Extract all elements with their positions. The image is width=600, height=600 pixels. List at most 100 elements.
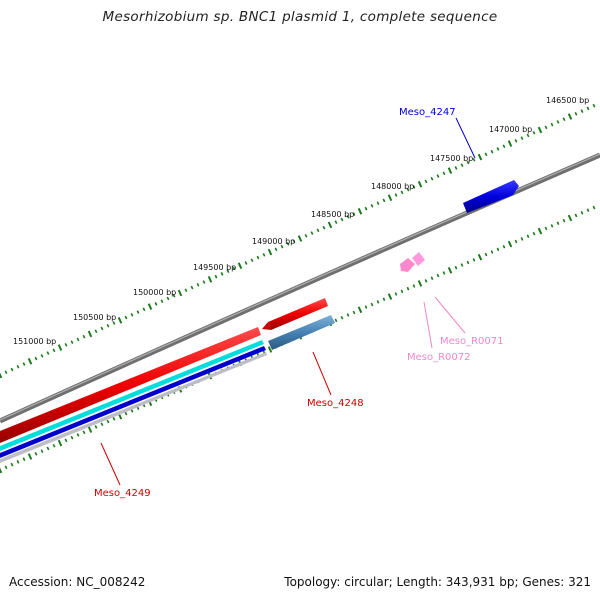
inner-tick-92 bbox=[550, 224, 554, 228]
outer-tick-56 bbox=[334, 220, 338, 224]
inner-tick-73 bbox=[436, 273, 440, 278]
outer-tick-20 bbox=[117, 316, 123, 324]
outer-tick-83 bbox=[496, 147, 500, 151]
inner-tick-57 bbox=[340, 315, 344, 320]
inner-tick-14 bbox=[82, 430, 86, 435]
inner-tick-64 bbox=[382, 297, 386, 302]
inner-tick-89 bbox=[532, 231, 536, 236]
leader-meso-4248 bbox=[312, 351, 332, 396]
outer-tick-77 bbox=[460, 163, 464, 168]
outer-tick-28 bbox=[166, 296, 170, 301]
feature-blue-lane[interactable] bbox=[0, 346, 266, 458]
tick-label-150500: 150500 bp bbox=[73, 313, 116, 322]
inner-tick-8 bbox=[46, 446, 50, 451]
outer-tick-23 bbox=[136, 310, 140, 314]
inner-tick-70 bbox=[417, 280, 423, 287]
outer-tick-11 bbox=[64, 343, 68, 347]
inner-tick-76 bbox=[454, 265, 458, 270]
feature-meso-4247[interactable] bbox=[463, 180, 519, 213]
outer-tick-53 bbox=[316, 228, 320, 233]
feature-steel-blue[interactable] bbox=[268, 315, 335, 350]
inner-tick-3 bbox=[16, 460, 20, 464]
inner-tick-1 bbox=[4, 465, 8, 470]
tick-label-150000: 150000 bp bbox=[133, 288, 176, 297]
outer-tick-31 bbox=[184, 288, 188, 293]
inner-tick-7 bbox=[40, 449, 44, 453]
inner-tick-45 bbox=[267, 346, 273, 353]
outer-tick-24 bbox=[142, 307, 146, 312]
outer-tick-71 bbox=[424, 179, 428, 184]
inner-tick-11 bbox=[64, 438, 68, 443]
gene-label-meso-r0072[interactable]: Meso_R0072 bbox=[407, 352, 471, 363]
outer-tick-42 bbox=[250, 258, 254, 263]
outer-tick-51 bbox=[304, 233, 308, 238]
leader-meso-r0071 bbox=[434, 296, 466, 334]
outer-tick-3 bbox=[16, 364, 20, 369]
outer-tick-17 bbox=[100, 326, 104, 331]
outer-tick-39 bbox=[232, 266, 236, 271]
gene-label-meso-4248[interactable]: Meso_4248 bbox=[307, 398, 364, 409]
outer-tick-73 bbox=[436, 174, 440, 178]
outer-tick-50 bbox=[297, 235, 303, 242]
inner-tick-94 bbox=[562, 218, 566, 223]
feature-cyan[interactable] bbox=[0, 340, 264, 451]
map-title: Mesorhizobium sp. BNC1 plasmid 1, comple… bbox=[102, 9, 498, 25]
inner-tick-56 bbox=[334, 318, 338, 323]
outer-tick-2 bbox=[10, 367, 14, 372]
outer-tick-22 bbox=[130, 313, 134, 317]
inner-tick-91 bbox=[544, 226, 548, 231]
inner-tick-4 bbox=[22, 457, 26, 462]
outer-tick-79 bbox=[472, 157, 476, 162]
outer-tick-57 bbox=[340, 217, 344, 222]
feature-meso-r0072[interactable] bbox=[400, 258, 415, 272]
feature-meso-4249-red[interactable] bbox=[0, 327, 261, 443]
outer-tick-89 bbox=[532, 130, 536, 135]
inner-tick-66 bbox=[394, 292, 398, 296]
outer-tick-1 bbox=[4, 370, 8, 375]
inner-tick-82 bbox=[490, 250, 494, 254]
outer-tick-64 bbox=[382, 198, 386, 203]
tick-label-151000: 151000 bp bbox=[13, 337, 56, 346]
outer-tick-8 bbox=[46, 351, 50, 355]
outer-tick-49 bbox=[292, 239, 296, 244]
inner-tick-74 bbox=[442, 271, 446, 275]
inner-tick-6 bbox=[34, 452, 38, 456]
ruler-labels: 146500 bp 147000 bp 147500 bp 148000 bp … bbox=[13, 96, 589, 346]
inner-tick-10 bbox=[57, 439, 63, 447]
outer-tick-95 bbox=[567, 113, 573, 120]
outer-tick-12 bbox=[70, 340, 74, 344]
outer-tick-55 bbox=[327, 221, 333, 229]
inner-tick-68 bbox=[406, 286, 410, 291]
tick-label-148000: 148000 bp bbox=[371, 182, 414, 191]
topology-text: Topology: circular; Length: 343,931 bp; … bbox=[284, 575, 591, 589]
inner-tick-15 bbox=[87, 426, 93, 433]
outer-tick-85 bbox=[507, 140, 513, 147]
outer-tick-65 bbox=[387, 194, 393, 202]
outer-tick-59 bbox=[352, 212, 356, 216]
inner-tick-80 bbox=[477, 253, 483, 261]
outer-tick-67 bbox=[400, 190, 404, 195]
gene-label-meso-4249[interactable]: Meso_4249 bbox=[94, 488, 151, 499]
outer-tick-32 bbox=[190, 285, 194, 290]
inner-tick-13 bbox=[76, 433, 80, 437]
inner-tick-99 bbox=[592, 205, 596, 210]
inner-tick-22 bbox=[130, 409, 134, 413]
inner-tick-90 bbox=[537, 227, 543, 235]
outer-tick-87 bbox=[520, 136, 524, 140]
inner-tick-2 bbox=[10, 462, 14, 467]
gene-label-meso-4247[interactable]: Meso_4247 bbox=[399, 107, 456, 118]
inner-tick-9 bbox=[52, 443, 56, 448]
inner-tick-62 bbox=[370, 302, 374, 307]
gene-label-meso-r0071[interactable]: Meso_R0071 bbox=[440, 336, 504, 347]
outer-tick-93 bbox=[556, 120, 560, 124]
inner-tick-83 bbox=[496, 247, 500, 252]
leader-meso-4247 bbox=[455, 117, 476, 159]
inner-tick-78 bbox=[466, 260, 470, 265]
outer-tick-58 bbox=[346, 214, 350, 219]
feature-meso-4248-red[interactable] bbox=[268, 298, 328, 330]
inner-tick-96 bbox=[574, 213, 578, 218]
outer-tick-34 bbox=[202, 280, 206, 284]
feature-meso-r0071[interactable] bbox=[412, 252, 425, 266]
outer-tick-9 bbox=[52, 348, 56, 353]
